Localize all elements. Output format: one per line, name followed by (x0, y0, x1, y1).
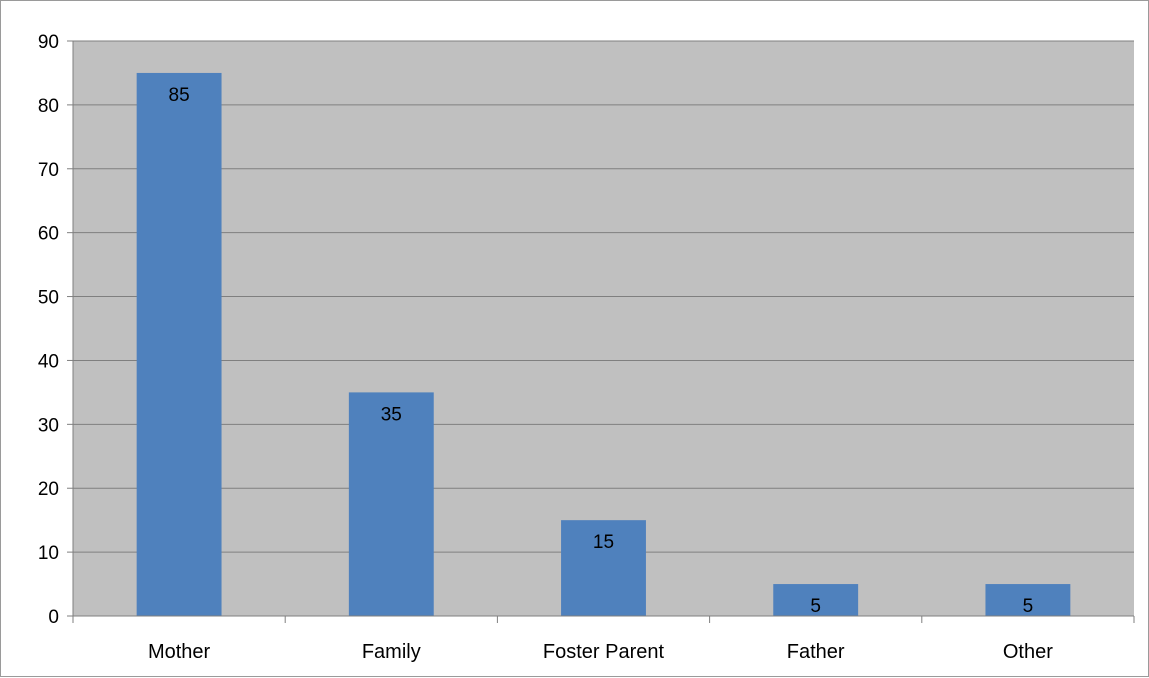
y-tick-label: 60 (38, 224, 59, 245)
y-tick-label: 90 (38, 32, 59, 53)
x-tick-label: Foster Parent (543, 641, 665, 663)
y-axis-ticks: 0 10 20 30 40 50 60 70 80 90 (38, 32, 73, 628)
axes (72, 41, 1134, 617)
x-axis-ticks: Mother Family Foster Parent Father Other (72, 616, 1135, 663)
gridlines (73, 40, 1134, 553)
data-label: 35 (381, 404, 402, 425)
y-tick-label: 20 (38, 479, 59, 500)
y-tick-label: 80 (38, 96, 59, 117)
data-label: 5 (1023, 596, 1034, 617)
y-tick-label: 0 (48, 607, 59, 628)
bars (136, 72, 1071, 616)
data-labels: 85 35 15 5 5 (169, 85, 1034, 617)
y-tick-label: 40 (38, 351, 59, 372)
y-tick-label: 50 (38, 288, 59, 309)
x-tick-label: Family (362, 641, 421, 663)
y-tick-label: 70 (38, 160, 59, 181)
bar-mother (136, 72, 222, 616)
x-tick-label: Mother (148, 641, 211, 663)
data-label: 15 (593, 532, 614, 553)
data-label: 85 (169, 85, 190, 106)
x-tick-label: Other (1003, 641, 1053, 663)
bar-other (985, 584, 1071, 616)
y-tick-label: 10 (38, 543, 59, 564)
y-tick-label: 30 (38, 415, 59, 436)
bar-foster-parent (561, 520, 646, 616)
bar-father (773, 584, 859, 616)
bar-family (348, 392, 434, 616)
data-label: 5 (810, 596, 821, 617)
x-tick-label: Father (787, 641, 845, 663)
